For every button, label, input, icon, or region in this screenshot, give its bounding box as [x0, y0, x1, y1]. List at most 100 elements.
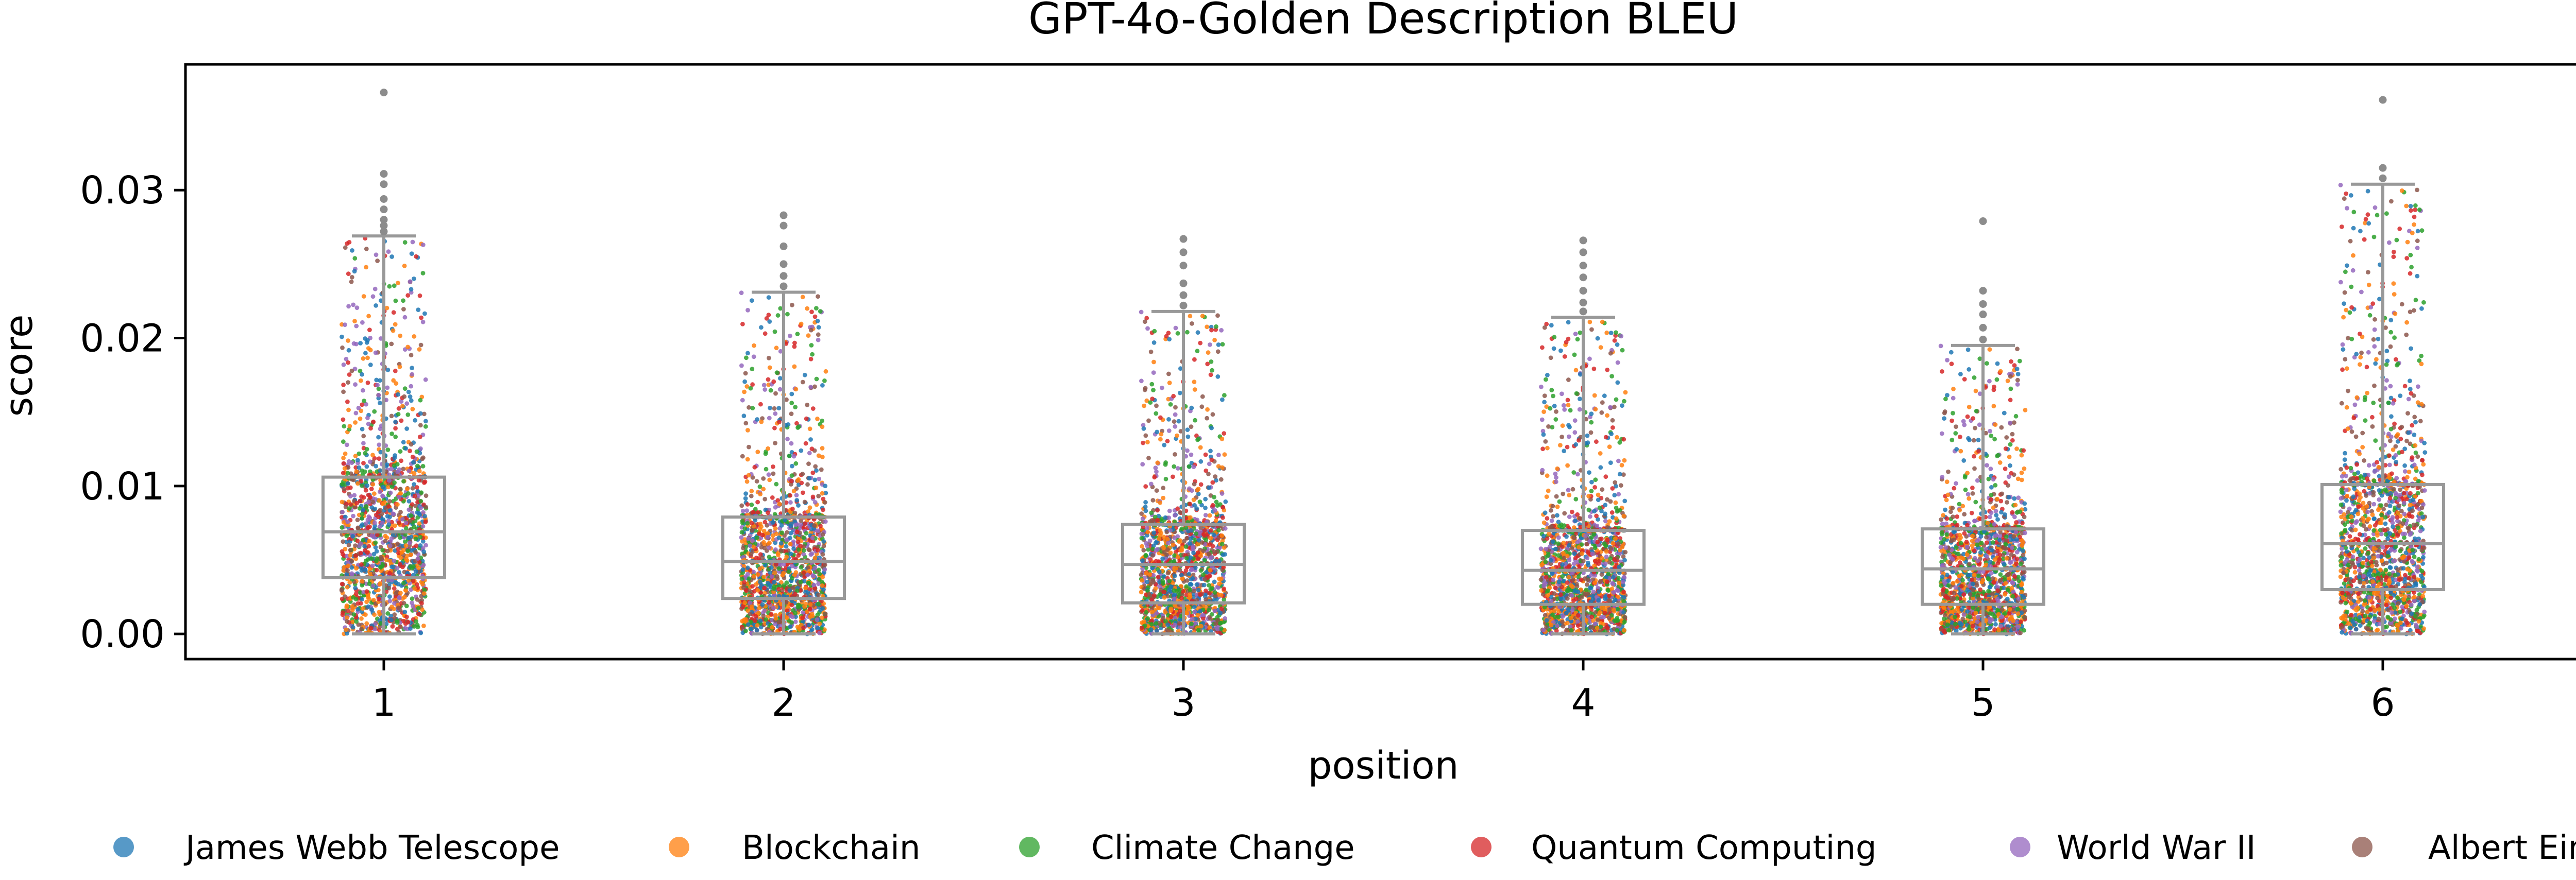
- strip-point: [416, 606, 421, 611]
- strip-point: [818, 524, 823, 528]
- strip-point: [771, 379, 776, 384]
- strip-point: [807, 426, 812, 432]
- strip-point: [812, 477, 818, 482]
- strip-point: [1572, 352, 1577, 357]
- strip-point: [386, 522, 392, 527]
- outlier-point: [1179, 248, 1188, 256]
- strip-point: [1219, 491, 1225, 496]
- strip-point: [405, 412, 411, 417]
- strip-point: [348, 494, 353, 499]
- strip-point: [360, 516, 364, 521]
- strip-point: [418, 499, 423, 504]
- strip-point: [771, 471, 776, 476]
- strip-point: [348, 502, 353, 507]
- strip-point: [398, 625, 403, 629]
- x-axis-label: position: [1308, 744, 1459, 788]
- strip-point: [341, 461, 346, 466]
- strip-point: [782, 583, 786, 588]
- strip-point: [409, 552, 414, 557]
- strip-point: [789, 401, 794, 406]
- strip-point: [359, 627, 364, 632]
- strip-point: [1143, 508, 1148, 513]
- strip-point: [1538, 546, 1544, 551]
- strip-point: [369, 533, 375, 538]
- strip-point: [1192, 605, 1197, 610]
- strip-point: [1141, 548, 1146, 553]
- strip-point: [1589, 489, 1594, 494]
- strip-point: [404, 554, 410, 559]
- strip-point: [340, 610, 345, 615]
- strip-point: [1166, 628, 1171, 633]
- strip-point: [744, 508, 749, 513]
- strip-point: [360, 583, 365, 588]
- strip-point: [768, 405, 772, 410]
- strip-point: [353, 465, 359, 470]
- strip-point: [361, 294, 366, 299]
- strip-point: [1565, 398, 1570, 403]
- strip-point: [1174, 589, 1179, 594]
- strip-point: [1208, 616, 1213, 621]
- strip-point: [768, 388, 773, 393]
- strip-point: [813, 464, 818, 469]
- strip-point: [406, 469, 412, 473]
- strip-point: [1151, 530, 1157, 535]
- strip-point: [359, 494, 364, 499]
- strip-point: [403, 543, 409, 548]
- strip-point: [377, 456, 382, 461]
- strip-point: [1207, 485, 1212, 490]
- strip-point: [1185, 427, 1190, 432]
- strip-point: [1147, 538, 1153, 543]
- strip-point: [1587, 356, 1592, 361]
- strip-point: [413, 418, 418, 423]
- strip-point: [353, 420, 358, 425]
- strip-point: [776, 535, 782, 540]
- strip-point: [1210, 412, 1215, 417]
- strip-point: [366, 499, 371, 505]
- strip-point: [403, 521, 409, 525]
- strip-point: [822, 567, 827, 572]
- strip-point: [341, 539, 346, 544]
- strip-point: [378, 401, 382, 405]
- strip-point: [750, 584, 755, 589]
- strip-point: [1178, 538, 1182, 543]
- strip-point: [1219, 437, 1225, 441]
- strip-point: [1155, 517, 1160, 523]
- strip-point: [414, 485, 419, 490]
- strip-point: [402, 264, 407, 268]
- strip-point: [343, 451, 348, 456]
- strip-point: [778, 627, 783, 632]
- strip-point: [752, 343, 756, 348]
- strip-point: [1219, 465, 1225, 470]
- strip-point: [1183, 568, 1189, 573]
- strip-point: [405, 548, 411, 554]
- strip-point: [408, 448, 412, 454]
- strip-point: [1210, 368, 1215, 373]
- strip-point: [802, 372, 807, 377]
- strip-point: [748, 543, 753, 548]
- strip-point: [350, 248, 354, 253]
- strip-point: [387, 543, 393, 548]
- strip-point: [1204, 588, 1208, 593]
- strip-point: [1223, 616, 1228, 621]
- strip-point: [1141, 426, 1146, 431]
- strip-point: [784, 544, 789, 549]
- strip-point: [380, 493, 385, 498]
- strip-point: [1171, 542, 1176, 547]
- strip-point: [1544, 377, 1548, 382]
- strip-point: [758, 580, 762, 584]
- strip-point: [409, 442, 414, 447]
- strip-point: [803, 585, 808, 591]
- strip-point: [397, 595, 402, 600]
- strip-point: [801, 571, 806, 575]
- strip-point: [806, 623, 811, 628]
- strip-point: [1219, 533, 1225, 538]
- strip-point: [748, 600, 753, 606]
- strip-point: [808, 614, 813, 619]
- strip-point: [1194, 506, 1199, 511]
- strip-point: [360, 483, 364, 488]
- strip-point: [405, 293, 411, 298]
- strip-point: [1174, 566, 1179, 571]
- strip-point: [1165, 537, 1170, 542]
- strip-point: [406, 491, 411, 496]
- strip-point: [1173, 325, 1178, 331]
